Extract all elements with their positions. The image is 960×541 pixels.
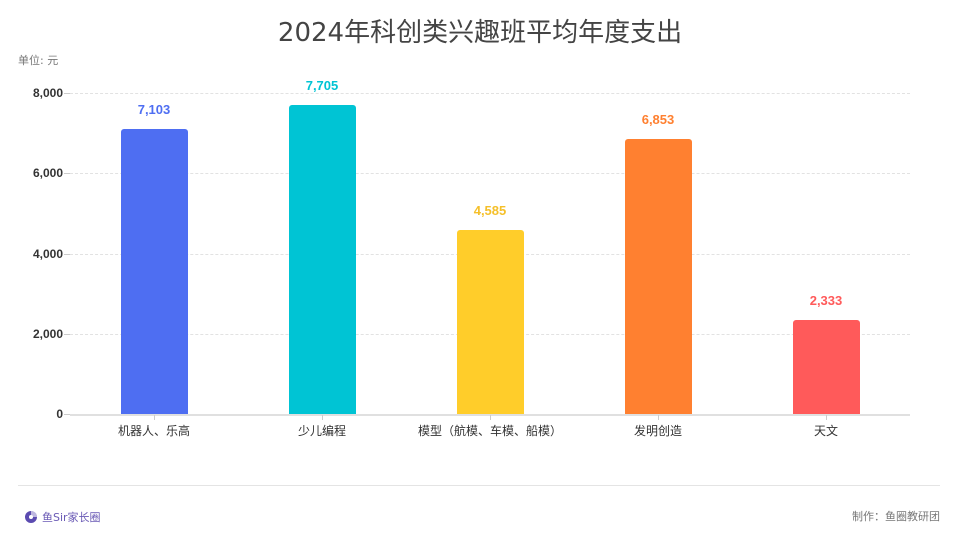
unit-label: 单位: 元 <box>18 54 59 67</box>
x-tick-mark <box>490 415 491 420</box>
swirl-logo-icon <box>25 511 37 523</box>
x-tick-label: 发明创造 <box>633 424 682 438</box>
data-label: 7,103 <box>137 101 171 117</box>
x-tick-mark <box>826 415 827 420</box>
x-tick-mark <box>322 415 323 420</box>
x-tick-mark <box>154 415 155 420</box>
gridline <box>70 173 910 175</box>
data-label: 7,705 <box>305 77 339 93</box>
bar-3[interactable] <box>624 139 692 414</box>
brand-name: 鱼Sir家长圈 <box>42 511 101 524</box>
brand-logo: 鱼Sir家长圈 <box>24 509 101 525</box>
data-label: 2,333 <box>809 293 843 309</box>
x-tick-label: 少儿编程 <box>297 424 346 438</box>
y-tick-mark <box>64 173 70 175</box>
y-tick-mark <box>64 414 70 415</box>
y-tick-mark <box>64 253 70 255</box>
x-tick-label: 模型（航模、车模、船模） <box>417 424 562 438</box>
footer-divider <box>18 485 940 486</box>
y-tick-label: 8,000 <box>32 86 63 100</box>
x-tick-label: 天文 <box>813 424 838 438</box>
y-tick-label: 2,000 <box>32 326 63 341</box>
chart-title: 2024年科创类兴趣班平均年度支出 <box>277 18 683 48</box>
y-tick-label: 0 <box>56 407 63 421</box>
credit-text: 制作：鱼圈教研团 <box>852 510 940 523</box>
data-label: 6,853 <box>641 112 675 128</box>
x-tick-mark <box>658 415 659 420</box>
x-tick-label: 机器人、乐高 <box>117 424 190 438</box>
y-tick-mark <box>64 93 70 94</box>
bar-1[interactable] <box>288 104 356 414</box>
bar-4[interactable] <box>792 320 860 414</box>
y-tick-label: 6,000 <box>32 166 63 181</box>
data-label: 4,585 <box>473 203 507 219</box>
y-tick-label: 4,000 <box>32 246 63 261</box>
gridline <box>70 93 910 94</box>
bar-0[interactable] <box>120 128 188 414</box>
bar-2[interactable] <box>456 230 524 414</box>
y-tick-mark <box>64 333 70 335</box>
